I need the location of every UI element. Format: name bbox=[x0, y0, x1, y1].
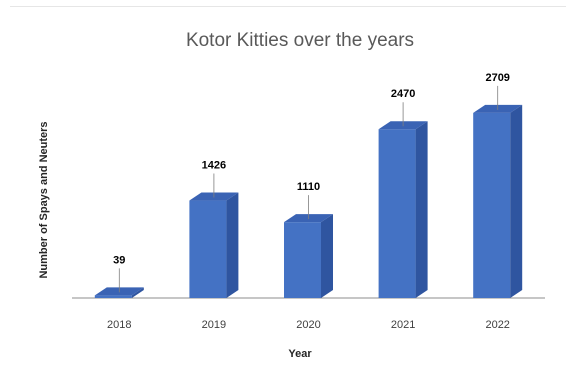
data-label-2019: 1426 bbox=[202, 160, 226, 172]
bar-front bbox=[473, 112, 511, 298]
bar-side bbox=[415, 121, 428, 298]
y-axis-label: Number of Spays and Neuters bbox=[38, 121, 50, 278]
x-tick-2022: 2022 bbox=[485, 319, 509, 331]
x-axis-label: Year bbox=[288, 348, 312, 360]
data-label-2022: 2709 bbox=[485, 72, 509, 84]
data-label-2021: 2470 bbox=[391, 88, 415, 100]
chart-title: Kotor Kitties over the years bbox=[186, 30, 414, 51]
bar-2020 bbox=[284, 214, 333, 298]
x-tick-2020: 2020 bbox=[296, 319, 320, 331]
top-divider bbox=[10, 6, 566, 7]
bar-front bbox=[378, 129, 416, 298]
bar-front bbox=[189, 200, 227, 298]
x-tick-2018: 2018 bbox=[107, 319, 131, 331]
bar-2019 bbox=[189, 192, 239, 298]
bar-front bbox=[94, 295, 132, 298]
bar-front bbox=[284, 222, 321, 298]
bar-2022 bbox=[473, 104, 523, 298]
x-tick-2019: 2019 bbox=[202, 319, 226, 331]
bar-side bbox=[510, 104, 523, 298]
bar-2021 bbox=[378, 121, 428, 298]
data-label-2018: 39 bbox=[113, 254, 125, 266]
bar-side bbox=[131, 287, 144, 298]
data-label-2020: 1110 bbox=[297, 181, 320, 193]
bar-side bbox=[321, 214, 333, 298]
bar-series: 39 2018 1426 2019 1110 2020 2470 2021 2709 2022 bbox=[94, 72, 523, 331]
x-tick-2021: 2021 bbox=[391, 319, 415, 331]
bar-side bbox=[226, 192, 239, 298]
